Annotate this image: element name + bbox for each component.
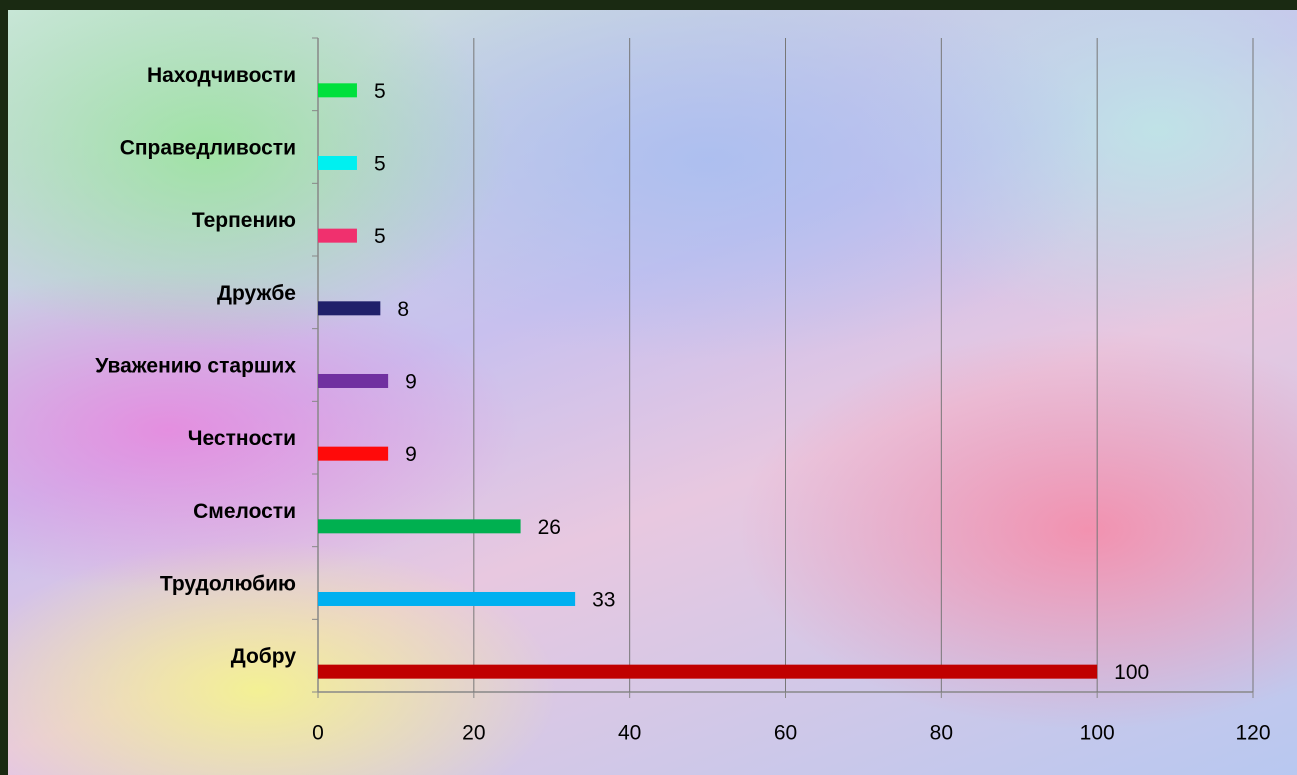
bar bbox=[318, 373, 389, 388]
x-tick-label: 60 bbox=[774, 722, 797, 745]
value-label: 5 bbox=[374, 225, 386, 248]
x-tick-label: 80 bbox=[930, 722, 953, 745]
bar bbox=[318, 519, 521, 534]
y-tick-label: Смелости bbox=[193, 500, 296, 523]
x-tick-label: 0 bbox=[312, 722, 324, 745]
bar bbox=[318, 664, 1098, 679]
x-tick-label: 100 bbox=[1080, 722, 1115, 745]
x-tick-label: 120 bbox=[1235, 722, 1270, 745]
value-label: 100 bbox=[1114, 661, 1149, 684]
bar bbox=[318, 591, 576, 606]
x-tick-label: 20 bbox=[462, 722, 485, 745]
y-tick-label: Добру bbox=[231, 645, 297, 668]
y-tick-label: Честности bbox=[188, 427, 296, 450]
value-label: 5 bbox=[374, 80, 386, 103]
y-tick-label: Находчивости bbox=[147, 64, 296, 87]
bar bbox=[318, 155, 357, 170]
bar bbox=[318, 228, 357, 243]
bar bbox=[318, 301, 381, 316]
bar bbox=[318, 446, 389, 461]
value-label: 33 bbox=[592, 589, 615, 612]
y-tick-label: Справедливости bbox=[120, 137, 296, 160]
x-tick-label: 40 bbox=[618, 722, 641, 745]
value-label: 9 bbox=[405, 443, 417, 466]
y-tick-label: Терпению bbox=[192, 209, 296, 232]
bar bbox=[318, 83, 357, 98]
value-label: 5 bbox=[374, 153, 386, 176]
value-label: 9 bbox=[405, 371, 417, 394]
value-label: 8 bbox=[397, 298, 409, 321]
y-tick-label: Трудолюбию bbox=[160, 573, 296, 596]
y-tick-label: Дружбе bbox=[217, 282, 296, 305]
y-tick-label: Уважению старших bbox=[95, 355, 296, 378]
value-label: 26 bbox=[538, 516, 561, 539]
background bbox=[8, 10, 1297, 775]
